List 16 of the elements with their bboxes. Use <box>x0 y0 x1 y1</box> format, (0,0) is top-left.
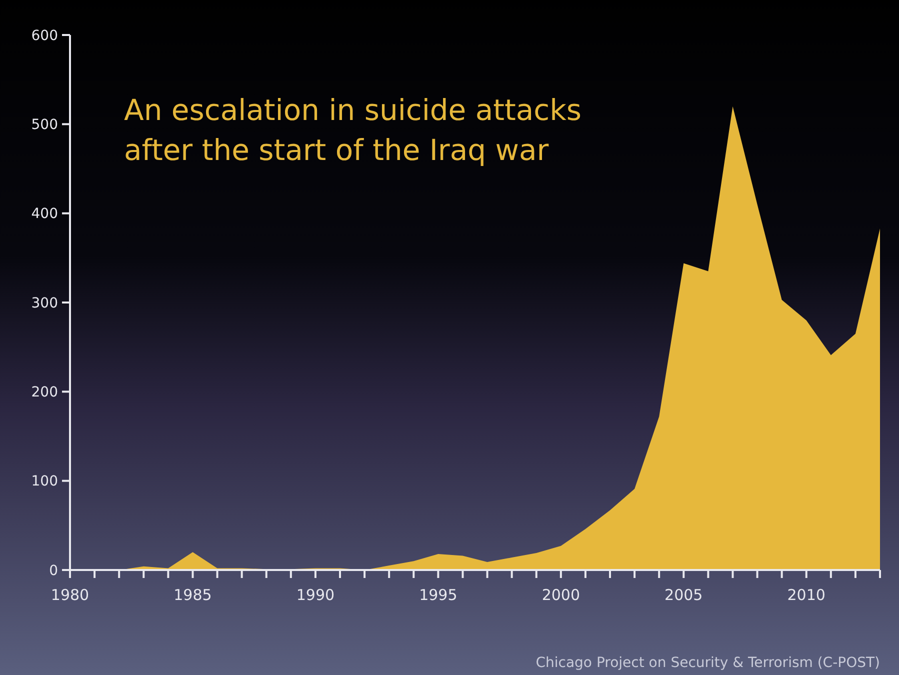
x-tick-label: 1995 <box>419 586 458 604</box>
y-tick-label: 0 <box>49 562 58 579</box>
y-tick-label: 500 <box>31 117 58 134</box>
y-tick-label: 300 <box>31 295 58 312</box>
x-tick-label: 1990 <box>296 586 335 604</box>
y-tick-label: 200 <box>31 384 58 401</box>
x-tick-label: 1985 <box>174 586 212 604</box>
x-tick-label: 2005 <box>664 586 703 604</box>
text: Chicago Project on Security & Terrorism (C-POST) <box>536 655 880 671</box>
y-tick-label: 100 <box>31 474 58 490</box>
x-tick-label: 2000 <box>542 586 580 604</box>
x-tick-label: 2010 <box>787 586 826 604</box>
y-tick-label: 600 <box>31 28 58 44</box>
text: An escalation in suicide attacks after the start of the Iraq war <box>124 93 582 167</box>
x-tick-label: 1980 <box>50 586 90 604</box>
y-tick-label: 400 <box>31 206 58 222</box>
